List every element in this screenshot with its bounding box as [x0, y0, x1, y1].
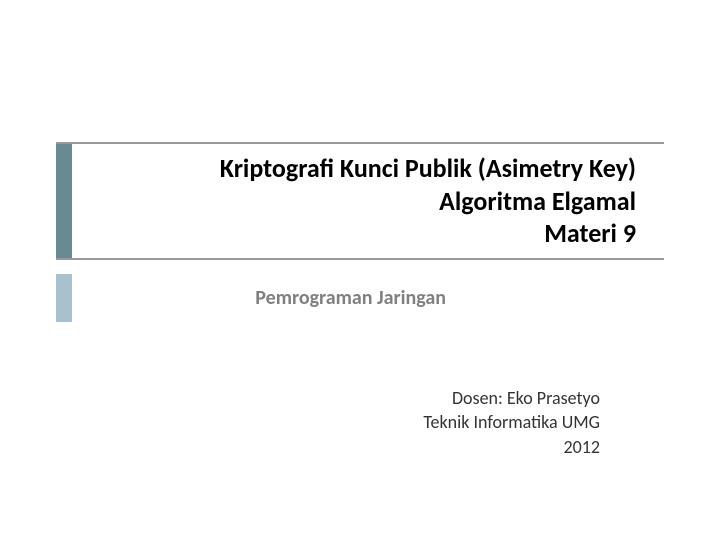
author-line-2: Teknik Informatika UMG	[300, 410, 600, 434]
author-block: Dosen: Eko Prasetyo Teknik Informatika U…	[300, 386, 600, 459]
title-block: Kriptografi Kunci Publik (Asimetry Key) …	[56, 142, 664, 260]
title-text-container: Kriptografi Kunci Publik (Asimetry Key) …	[72, 144, 664, 258]
subtitle-accent-bar	[56, 274, 72, 322]
slide: Kriptografi Kunci Publik (Asimetry Key) …	[0, 0, 720, 540]
title-accent-bar	[56, 144, 72, 258]
title-line-3: Materi 9	[108, 217, 636, 250]
title-line-1: Kriptografi Kunci Publik (Asimetry Key)	[108, 152, 636, 185]
subtitle-block: Pemrograman Jaringan	[56, 274, 452, 322]
title-line-2: Algoritma Elgamal	[108, 185, 636, 218]
subtitle-text: Pemrograman Jaringan	[72, 286, 452, 310]
author-line-3: 2012	[300, 435, 600, 459]
author-line-1: Dosen: Eko Prasetyo	[300, 386, 600, 410]
